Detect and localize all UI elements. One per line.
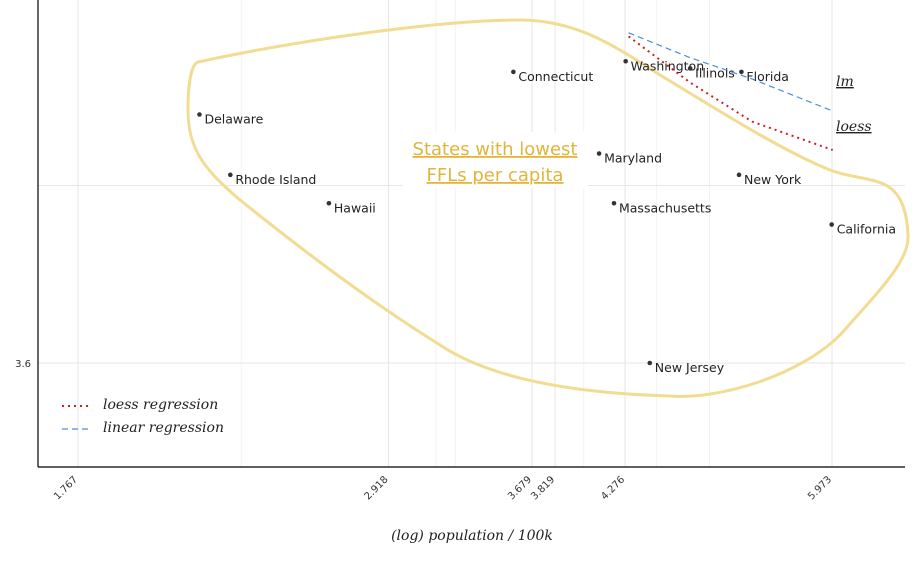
point-label-connecticut: Connecticut	[518, 69, 593, 84]
x-tick-label-5: 5.973	[806, 474, 834, 502]
point-label-rhode-island: Rhode Island	[235, 172, 316, 187]
x-axis-title: (log) population / 100k	[391, 528, 553, 544]
x-tick-label-3: 3.819	[529, 474, 557, 502]
point-new-jersey	[647, 360, 653, 366]
y-tick-label-0: 3.6	[15, 359, 31, 370]
legend-linear-label: linear regression	[103, 420, 224, 436]
point-label-california: California	[837, 222, 896, 237]
point-hawaii	[326, 200, 332, 206]
x-tick-label-4: 4.276	[599, 474, 627, 502]
annotation: States with lowest FFLs per capita	[402, 132, 588, 188]
loess-regression-line	[627, 35, 834, 151]
point-label-washington: Washington	[631, 58, 704, 73]
point-massachusetts	[611, 200, 617, 206]
point-maryland	[596, 151, 602, 156]
point-connecticut	[511, 69, 516, 75]
legend-loess-label: loess regression	[103, 397, 218, 413]
annotation-line-2: FFLs per capita	[427, 165, 564, 186]
point-label-hawaii: Hawaii	[334, 200, 376, 215]
x-tick-label-2: 3.679	[506, 474, 534, 502]
point-label-delaware: Delaware	[204, 112, 263, 127]
annotation-line-1: States with lowest	[413, 139, 578, 160]
point-delaware	[197, 112, 202, 117]
legend: loess regression linear regression	[62, 397, 224, 436]
x-tick-label-0: 1.767	[52, 474, 80, 502]
point-label-new-york: New York	[744, 172, 802, 187]
point-rhode-island	[228, 172, 233, 178]
point-new-york	[736, 172, 742, 178]
point-washington	[623, 58, 628, 64]
x-tick-label-1: 2.918	[363, 474, 391, 502]
highlight-region	[186, 18, 910, 398]
point-florida	[739, 69, 744, 75]
loess-line-label: loess	[836, 119, 872, 135]
lm-line-label: lm	[836, 74, 854, 90]
point-label-maryland: Maryland	[604, 151, 662, 166]
point-label-florida: Florida	[746, 69, 789, 84]
y-axis-ticks: 3.6	[15, 359, 31, 370]
point-illinois	[687, 66, 693, 71]
point-label-massachusetts: Massachusetts	[619, 200, 711, 215]
point-label-illinois: Illinois	[695, 65, 735, 80]
point-california	[829, 222, 834, 227]
point-label-new-jersey: New Jersey	[655, 360, 725, 375]
linear-regression-line	[628, 32, 833, 112]
